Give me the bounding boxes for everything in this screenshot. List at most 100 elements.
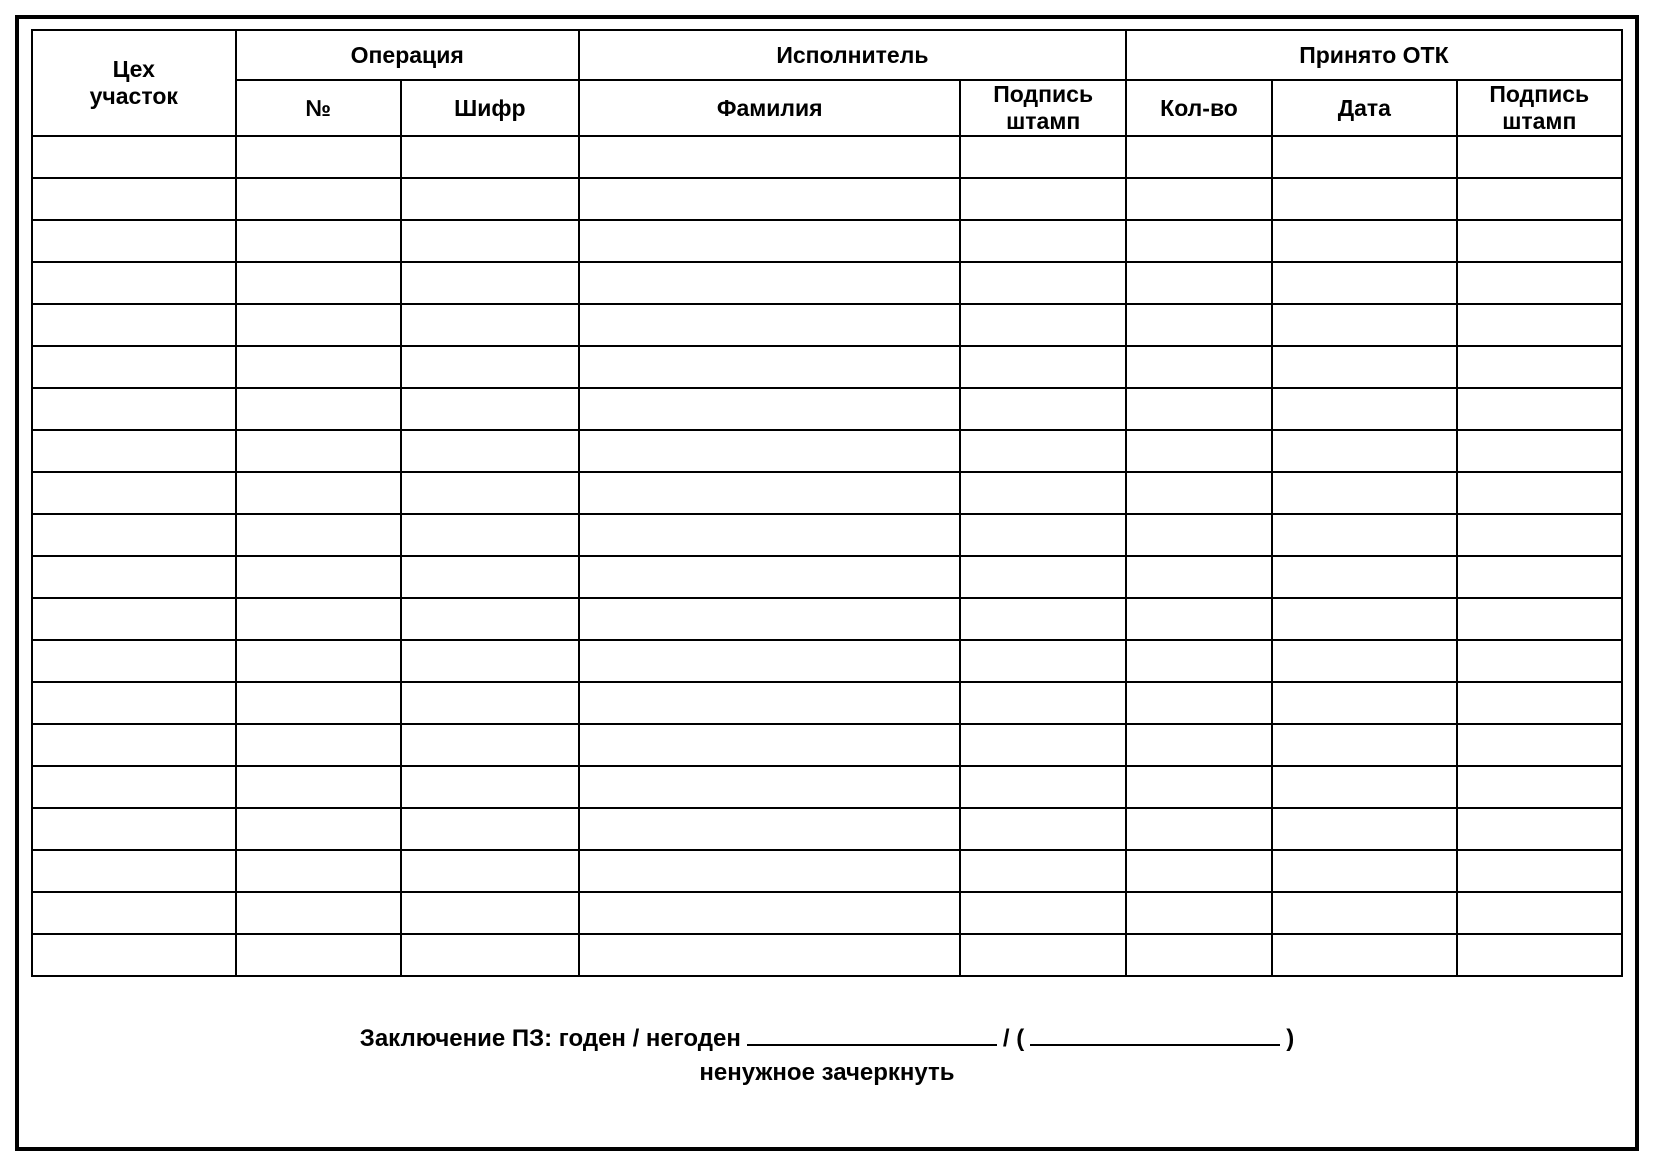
table-cell xyxy=(32,220,236,262)
table-cell xyxy=(1126,346,1272,388)
table-cell xyxy=(236,388,401,430)
table-cell xyxy=(579,556,961,598)
table-cell xyxy=(1457,346,1622,388)
header-sign1: Подпись штамп xyxy=(960,80,1125,136)
table-cell xyxy=(32,430,236,472)
table-cell xyxy=(401,304,579,346)
table-cell xyxy=(579,724,961,766)
table-cell xyxy=(960,766,1125,808)
header-sign2: Подпись штамп xyxy=(1457,80,1622,136)
table-row xyxy=(32,136,1622,178)
table-cell xyxy=(32,934,236,976)
table-cell xyxy=(579,472,961,514)
table-cell xyxy=(1457,388,1622,430)
table-cell xyxy=(1272,556,1456,598)
header-surname: Фамилия xyxy=(579,80,961,136)
table-cell xyxy=(1126,430,1272,472)
conclusion-label: Заключение ПЗ: годен / негоден xyxy=(360,1025,741,1053)
table-cell xyxy=(1272,682,1456,724)
header-workshop-bottom: участок xyxy=(90,83,178,109)
table-cell xyxy=(236,220,401,262)
table-cell xyxy=(401,220,579,262)
table-cell xyxy=(401,724,579,766)
table-cell xyxy=(960,262,1125,304)
table-cell xyxy=(1272,724,1456,766)
table-cell xyxy=(1272,262,1456,304)
table-cell xyxy=(579,808,961,850)
table-cell xyxy=(1272,934,1456,976)
table-cell xyxy=(32,472,236,514)
table-cell xyxy=(236,766,401,808)
table-cell xyxy=(1126,178,1272,220)
table-cell xyxy=(236,136,401,178)
table-cell xyxy=(1457,472,1622,514)
table-cell xyxy=(401,892,579,934)
table-cell xyxy=(236,934,401,976)
table-cell xyxy=(236,346,401,388)
table-cell xyxy=(236,262,401,304)
table-cell xyxy=(236,430,401,472)
table-cell xyxy=(960,346,1125,388)
table-cell xyxy=(401,388,579,430)
table-cell xyxy=(1126,850,1272,892)
table-cell xyxy=(1272,850,1456,892)
signature-line-2 xyxy=(1030,1026,1280,1046)
table-cell xyxy=(401,850,579,892)
table-cell xyxy=(960,472,1125,514)
table-cell xyxy=(1457,136,1622,178)
table-cell xyxy=(401,472,579,514)
table-cell xyxy=(1457,514,1622,556)
table-row xyxy=(32,556,1622,598)
table-cell xyxy=(236,472,401,514)
table-cell xyxy=(1457,808,1622,850)
table-cell xyxy=(32,262,236,304)
table-row xyxy=(32,892,1622,934)
table-cell xyxy=(960,808,1125,850)
table-row xyxy=(32,640,1622,682)
table-row xyxy=(32,724,1622,766)
table-cell xyxy=(579,262,961,304)
table-row xyxy=(32,472,1622,514)
table-cell xyxy=(32,304,236,346)
table-row xyxy=(32,346,1622,388)
table-cell xyxy=(1272,892,1456,934)
table-cell xyxy=(32,808,236,850)
table-cell xyxy=(32,724,236,766)
table-cell xyxy=(960,514,1125,556)
table-cell xyxy=(579,640,961,682)
strike-note: ненужное зачеркнуть xyxy=(699,1059,954,1087)
table-cell xyxy=(1126,388,1272,430)
table-cell xyxy=(401,682,579,724)
table-cell xyxy=(579,850,961,892)
table-cell xyxy=(960,934,1125,976)
table-cell xyxy=(1126,766,1272,808)
header-date: Дата xyxy=(1272,80,1456,136)
table-cell xyxy=(1126,262,1272,304)
table-cell xyxy=(1272,640,1456,682)
header-op-code: Шифр xyxy=(401,80,579,136)
table-row xyxy=(32,598,1622,640)
table-cell xyxy=(32,640,236,682)
table-cell xyxy=(401,934,579,976)
table-cell xyxy=(960,136,1125,178)
table-cell xyxy=(1457,724,1622,766)
table-cell xyxy=(236,892,401,934)
table-cell xyxy=(579,682,961,724)
footer: Заключение ПЗ: годен / негоден / ( ) нен… xyxy=(31,977,1623,1135)
table-cell xyxy=(579,766,961,808)
header-sign2-top: Подпись xyxy=(1489,81,1589,107)
table-row xyxy=(32,934,1622,976)
table-cell xyxy=(1272,430,1456,472)
table-cell xyxy=(1457,766,1622,808)
table-cell xyxy=(32,514,236,556)
table-cell xyxy=(32,892,236,934)
table-cell xyxy=(1126,472,1272,514)
table-cell xyxy=(401,640,579,682)
table-row xyxy=(32,682,1622,724)
table-row xyxy=(32,430,1622,472)
table-cell xyxy=(1457,640,1622,682)
table-cell xyxy=(1457,262,1622,304)
table-cell xyxy=(1126,514,1272,556)
table-cell xyxy=(1126,304,1272,346)
table-cell xyxy=(32,388,236,430)
